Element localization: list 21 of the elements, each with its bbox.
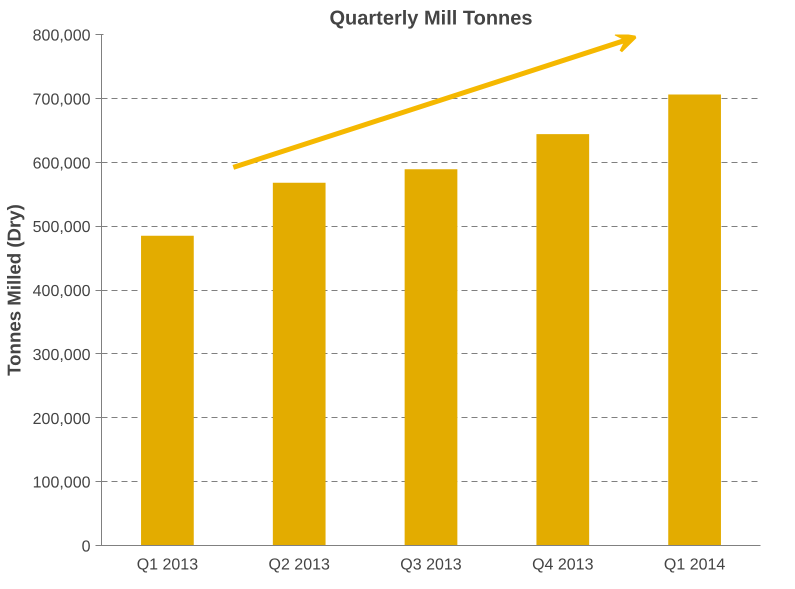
bar (404, 169, 458, 546)
x-tick-label: Q1 2014 (664, 556, 726, 574)
y-tick-label: 100,000 (32, 474, 91, 492)
y-tick-label: 500,000 (32, 219, 91, 236)
x-tick-label: Q1 2013 (136, 556, 198, 574)
y-axis-title: Tonnes Milled (Dry) (4, 204, 25, 376)
y-tick-label: 400,000 (32, 283, 91, 300)
x-tick-label: Q4 2013 (532, 556, 594, 574)
y-tick-label: 600,000 (32, 155, 91, 172)
y-tick-label: 200,000 (32, 410, 91, 428)
y-tick-label: 700,000 (32, 91, 91, 108)
y-tick-label: 300,000 (32, 346, 91, 364)
y-tick-label: 0 (82, 538, 91, 556)
bar (668, 94, 721, 546)
bar (141, 236, 194, 546)
x-tick-label: Q2 2013 (268, 556, 330, 574)
y-tick-label: 800,000 (32, 28, 91, 44)
bar (272, 182, 326, 546)
chart-title: Quarterly Mill Tonnes (330, 8, 532, 30)
x-tick-label: Q3 2013 (400, 556, 462, 574)
bar (536, 134, 590, 546)
